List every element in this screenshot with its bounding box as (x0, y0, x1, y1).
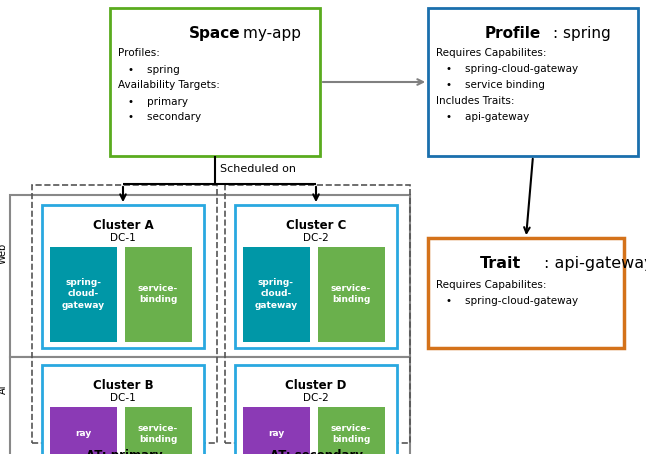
Text: DC-1: DC-1 (110, 233, 136, 243)
Text: Cluster D: Cluster D (286, 379, 347, 392)
Text: : spring: : spring (553, 26, 610, 41)
Text: : my-app: : my-app (233, 26, 301, 41)
Bar (42, 205, 204, 348)
Text: Cluster Group
AI: Cluster Group AI (0, 384, 8, 452)
Text: •    service binding: • service binding (446, 80, 545, 90)
Text: spring-
cloud-
gateway: spring- cloud- gateway (61, 278, 105, 310)
Text: •    api-gateway: • api-gateway (446, 112, 529, 122)
Text: •    spring: • spring (128, 65, 180, 75)
Text: : api-gateway: : api-gateway (544, 256, 646, 271)
Text: Scheduled on: Scheduled on (220, 164, 296, 174)
Text: •    spring-cloud-gateway: • spring-cloud-gateway (446, 64, 578, 74)
Text: DC-1: DC-1 (110, 393, 136, 403)
Bar (50, 407, 117, 454)
Text: Profile: Profile (485, 26, 541, 41)
Text: AT: primary: AT: primary (86, 449, 162, 454)
Text: service-
binding: service- binding (138, 424, 178, 444)
Text: Cluster B: Cluster B (92, 379, 153, 392)
Bar (235, 365, 397, 454)
Bar (42, 365, 204, 454)
Bar (235, 205, 397, 348)
Text: Cluster C: Cluster C (286, 219, 346, 232)
Text: •    secondary: • secondary (128, 112, 201, 122)
Text: ray: ray (268, 429, 284, 439)
Text: Cluster A: Cluster A (92, 219, 153, 232)
Text: Requires Capabilites:: Requires Capabilites: (436, 48, 547, 58)
Bar (125, 407, 192, 454)
Text: ray: ray (75, 429, 91, 439)
Text: DC-2: DC-2 (303, 233, 329, 243)
Text: Availability Targets:: Availability Targets: (118, 80, 220, 90)
Bar (428, 8, 638, 156)
Text: •    primary: • primary (128, 97, 188, 107)
Text: Profiles:: Profiles: (118, 48, 160, 58)
Text: Includes Traits:: Includes Traits: (436, 96, 514, 106)
Text: AT: secondary: AT: secondary (271, 449, 364, 454)
Bar (225, 185, 410, 443)
Bar (50, 247, 117, 342)
Text: service-
binding: service- binding (331, 424, 371, 444)
Text: Space: Space (189, 26, 241, 41)
Bar (243, 407, 310, 454)
Text: Requires Capabilites:: Requires Capabilites: (436, 280, 547, 290)
Bar (428, 238, 624, 348)
Text: service-
binding: service- binding (331, 284, 371, 304)
Bar (110, 8, 320, 156)
Bar (243, 247, 310, 342)
Text: service-
binding: service- binding (138, 284, 178, 304)
Bar (32, 185, 217, 443)
Text: Trait: Trait (481, 256, 521, 271)
Bar (10, 357, 410, 454)
Text: spring-
cloud-
gateway: spring- cloud- gateway (255, 278, 298, 310)
Text: •    spring-cloud-gateway: • spring-cloud-gateway (446, 296, 578, 306)
Bar (125, 247, 192, 342)
Bar (318, 247, 385, 342)
Text: Cluster Group
Web: Cluster Group Web (0, 242, 8, 310)
Text: DC-2: DC-2 (303, 393, 329, 403)
Bar (10, 195, 410, 357)
Bar (318, 407, 385, 454)
